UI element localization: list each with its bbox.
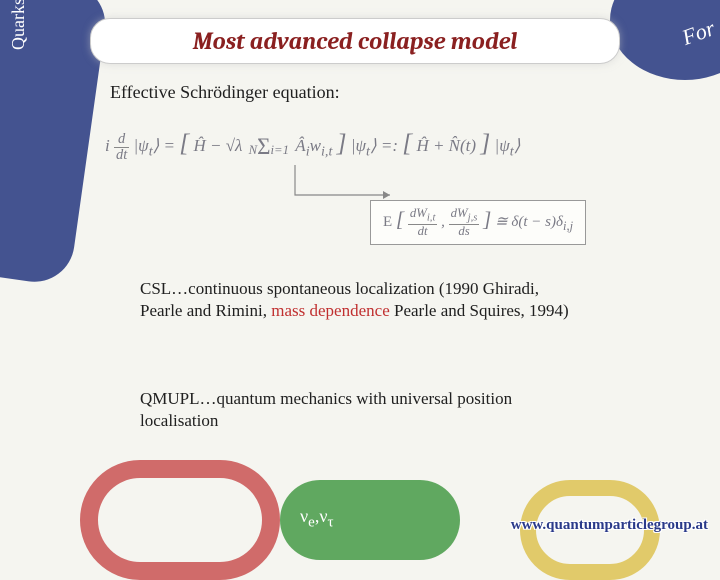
- bg-bottom-label: νe,ντ: [300, 506, 333, 532]
- title-box: Most advanced collapse model: [90, 18, 620, 64]
- bg-ring-red: [80, 460, 280, 580]
- expectation-box: E [ dWi,tdt , dWj,sds ] ≅ δ(t − s)δi,j: [370, 200, 586, 245]
- subtitle: Effective Schrödinger equation:: [110, 82, 340, 103]
- bg-left-label: Quarks: u,d,: [8, 0, 29, 50]
- main-equation: i ddt |ψt⟩ = [ Ĥ − √λ NΣi=1 Âiwi,t ] |ψt…: [105, 128, 520, 162]
- footer-url: www.quantumparticlegroup.at: [511, 517, 708, 534]
- paragraph-qmupl: QMUPL…quantum mechanics with universal p…: [140, 388, 580, 432]
- paragraph-csl: CSL…continuous spontaneous localization …: [140, 278, 580, 322]
- page-title: Most advanced collapse model: [111, 27, 599, 55]
